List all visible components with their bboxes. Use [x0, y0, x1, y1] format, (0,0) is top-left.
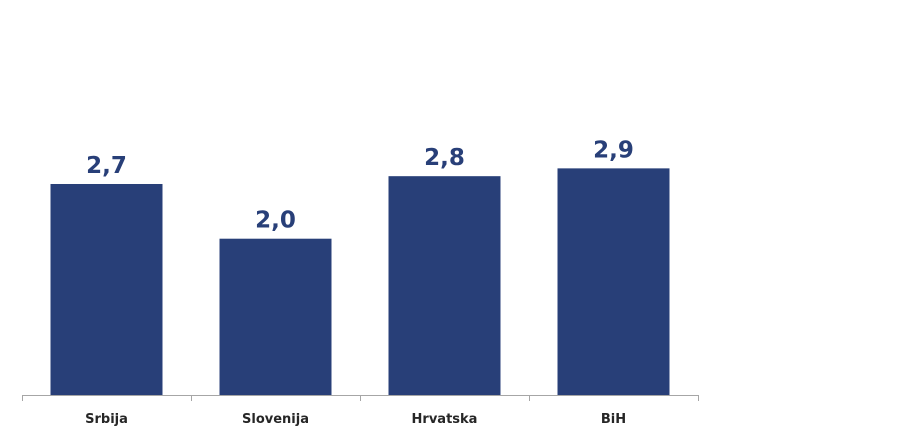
x-tick-label: Slovenija — [242, 412, 309, 427]
bar — [50, 183, 163, 395]
x-axis — [22, 395, 699, 401]
x-tick-label: Srbija — [85, 412, 128, 427]
data-label: 2,8 — [424, 145, 465, 171]
bar — [557, 168, 670, 395]
data-label: 2,7 — [86, 153, 127, 179]
bar — [388, 176, 501, 395]
x-tick-label: BiH — [601, 412, 626, 427]
data-label: 2,9 — [593, 137, 634, 163]
bars-group — [50, 168, 670, 395]
x-axis-ticks — [22, 395, 699, 401]
x-axis-tick-labels: Srbija Slovenija Hrvatska BiH — [85, 412, 626, 427]
bar — [219, 238, 332, 395]
data-label: 2,0 — [255, 208, 296, 234]
x-tick-label: Hrvatska — [412, 412, 478, 427]
value-labels-group: 2,7 2,0 2,8 2,9 — [86, 137, 634, 233]
